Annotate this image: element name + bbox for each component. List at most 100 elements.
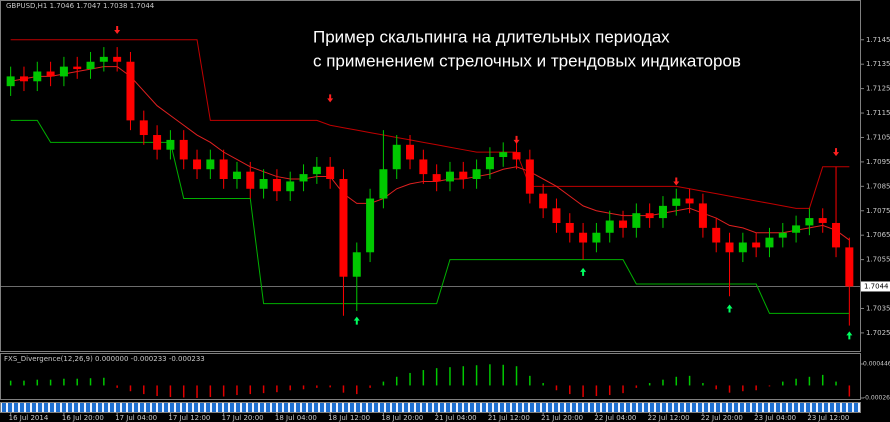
x-tick-label: 23 Jul 04:00 [754,414,796,422]
x-tick-label: 23 Jul 12:00 [807,414,849,422]
last-price-tag [861,281,890,292]
candle-body [818,218,827,223]
last-price-label: 1.7044 [864,282,889,290]
y-tick-label: 1.7125 [866,85,890,93]
x-tick-label: 17 Jul 12:00 [168,414,210,422]
candle-body [445,171,454,182]
candle-body [632,213,641,228]
signal-arrow [580,267,587,276]
oscillator-header: FXS_Divergence(12,26,9) 0.000000 -0.0002… [4,355,205,363]
trend-strip [0,402,861,413]
candle-body [19,76,28,82]
candle-body [459,171,468,179]
candle-body [6,76,15,87]
oscillator-panel-frame [0,353,861,400]
signal-arrow [114,25,121,34]
candle-body [725,242,734,253]
candle-body [499,152,508,158]
candle-body [339,179,348,277]
candle-body [805,218,814,226]
candle-body [778,232,787,238]
candle-body [579,232,588,243]
candle-body [685,198,694,204]
candle-body [432,174,441,182]
y-tick-label: 0.000446 [863,361,890,368]
candle-body [193,159,202,170]
signal-arrow [353,316,360,325]
y-tick-label: 1.7085 [866,182,890,190]
y-tick-label: 1.7065 [866,231,890,239]
candle-body [472,169,481,179]
candle-body [525,159,534,194]
x-tick-label: 18 Jul 04:00 [275,414,317,422]
x-tick-label: 22 Jul 12:00 [648,414,690,422]
candle-body [406,144,415,160]
x-tick-label: 21 Jul 20:00 [541,414,583,422]
x-tick-label: 16 Jul 20:00 [62,414,104,422]
candle-body [219,159,228,179]
candle-body [752,242,761,248]
main-panel-frame [0,0,861,352]
candle-body [272,179,281,192]
y-tick-label: 1.7075 [866,207,890,215]
candle-body [645,213,654,219]
candle-body [33,71,42,82]
x-tick-label: 18 Jul 12:00 [328,414,370,422]
candle-body [845,247,854,287]
candle-body [113,56,122,62]
candle-body [312,166,321,175]
candle-body [206,159,215,170]
signal-arrow [673,177,680,186]
signal-arrow [327,94,334,103]
candle-body [379,169,388,199]
signal-arrow [513,135,520,144]
x-tick-label: 21 Jul 04:00 [435,414,477,422]
candle-body [552,208,561,223]
candle-body [153,135,162,150]
y-tick-label: 1.7105 [866,133,890,141]
indicator-line [10,119,850,314]
candle-body [352,252,361,277]
indicator-line [10,39,850,209]
y-tick-label: 1.7025 [866,329,890,337]
candle-body [139,120,148,136]
y-tick-label: -0.000261 [863,395,890,402]
candle-body [232,171,241,179]
candle-body [832,222,841,248]
y-tick-label: 1.7115 [866,109,890,117]
candle-body [392,144,401,170]
candle-body [712,227,721,243]
title-line: с применением стрелочных и трендовых инд… [313,51,741,70]
candle-body [46,71,55,77]
x-tick-label: 18 Jul 20:00 [381,414,423,422]
signal-arrow [726,304,733,313]
candle-body [698,203,707,228]
x-tick-label: 17 Jul 20:00 [222,414,264,422]
marks: 1.7145 1.7135 1.7125 1.7115 1.7105 1.7095 1.70… [0,25,890,422]
x-tick-label: 17 Jul 04:00 [115,414,157,422]
x-tick-label: 22 Jul 04:00 [594,414,636,422]
candle-body [73,66,82,70]
y-tick-label: 1.7135 [866,60,890,68]
title-line: Пример скальпинга на длительных периодах [313,27,670,46]
x-tick-label: 16 Jul 2014 [9,414,49,422]
candle-body [605,220,614,233]
x-tick-label: 21 Jul 12:00 [488,414,530,422]
y-tick-label: 1.7095 [866,158,890,166]
signal-arrow [833,148,840,157]
candle-body [59,66,68,77]
candle-body [99,56,108,62]
candle-body [286,181,295,192]
indicator-line [10,66,850,241]
candle-body [86,61,95,70]
y-tick-label: 1.7145 [866,36,890,44]
symbol-header: GBPUSD,H1 1.7046 1.7047 1.7038 1.7044 [6,2,155,10]
candle-body [246,171,255,189]
signal-arrow [846,331,853,340]
candle-body [419,159,428,175]
candle-body [765,237,774,248]
candle-body [792,225,801,233]
x-tick-label: 22 Jul 20:00 [701,414,743,422]
candle-body [738,242,747,253]
